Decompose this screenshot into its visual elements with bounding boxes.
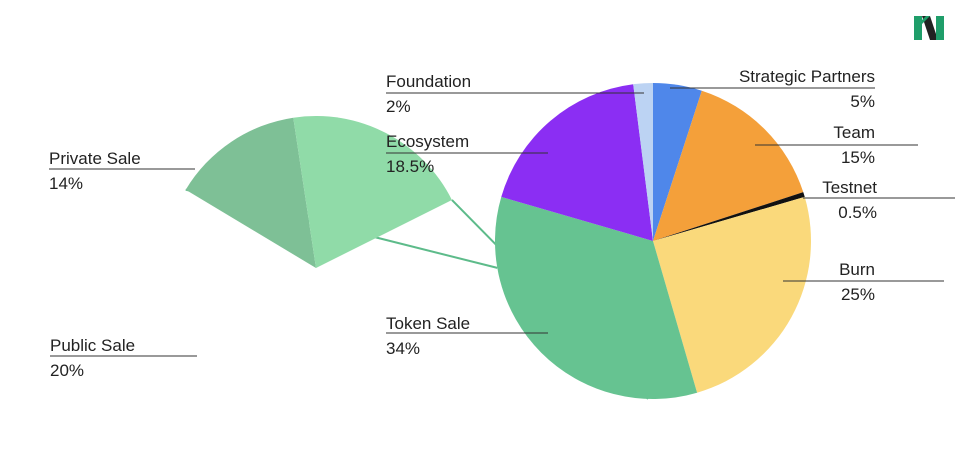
label-foundation: Foundation (386, 72, 471, 91)
brand-logo-icon (914, 16, 944, 40)
value-testnet: 0.5% (838, 203, 877, 222)
label-public-sale: Public Sale (50, 336, 135, 355)
slice-foundation (633, 83, 653, 241)
value-foundation: 2% (386, 97, 411, 116)
label-ecosystem: Ecosystem (386, 132, 469, 151)
breakdown-slice-public-sale (293, 116, 452, 268)
slice-strategic-partners (653, 83, 702, 241)
label-strategic-partners: Strategic Partners (739, 67, 875, 86)
label-private-sale: Private Sale (49, 149, 141, 168)
main-pie (494, 83, 812, 400)
label-team: Team (833, 123, 875, 142)
label-testnet: Testnet (822, 178, 877, 197)
breakdown-slice-private-sale (185, 117, 316, 269)
value-strategic-partners: 5% (850, 92, 875, 111)
value-private-sale: 14% (49, 174, 83, 193)
breakdown-pie (185, 116, 452, 269)
value-ecosystem: 18.5% (386, 157, 434, 176)
slice-testnet (653, 192, 805, 241)
value-public-sale: 20% (50, 361, 84, 380)
value-burn: 25% (841, 285, 875, 304)
value-token-sale: 34% (386, 339, 420, 358)
slice-labels: Strategic Partners 5% Team 15% Testnet 0.5% Bu… (49, 67, 955, 380)
slice-ecosystem (501, 84, 653, 241)
slice-burn (653, 196, 812, 393)
label-token-sale: Token Sale (386, 314, 470, 333)
slice-team (653, 90, 804, 241)
slice-token-sale (494, 196, 698, 400)
label-burn: Burn (839, 260, 875, 279)
value-team: 15% (841, 148, 875, 167)
